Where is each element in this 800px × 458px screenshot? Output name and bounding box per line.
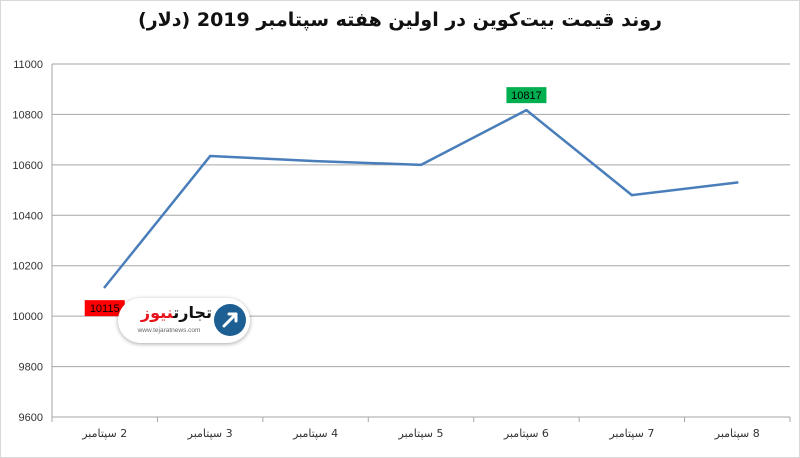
- data-point: [208, 154, 212, 158]
- y-tick-label: 10600: [12, 160, 43, 172]
- y-tick-label: 10800: [12, 109, 43, 121]
- x-tick-label: 7 سپتامبر: [608, 427, 654, 440]
- data-point: [314, 159, 317, 163]
- data-point: [419, 163, 423, 167]
- watermark-name-part1: تجارت: [173, 303, 212, 322]
- y-tick-label: 10400: [12, 210, 43, 222]
- watermark-name: تجارتنیوز: [124, 303, 212, 322]
- y-tick-label: 11000: [13, 59, 43, 71]
- data-label: 10817: [511, 90, 542, 102]
- x-tick-label: 6 سپتامبر: [503, 427, 549, 440]
- y-tick-label: 9800: [19, 362, 43, 374]
- data-label: 10115: [90, 303, 120, 315]
- data-point: [736, 181, 739, 184]
- x-tick-label: 8 سپتامبر: [714, 427, 760, 440]
- data-label-box: [84, 300, 125, 317]
- series-line: [103, 108, 739, 289]
- x-tick-label: 4 سپتامبر: [292, 427, 338, 440]
- y-tick-label: 10000: [12, 311, 43, 323]
- x-tick-label: 2 سپتامبر: [81, 427, 127, 440]
- x-tick-label: 3 سپتامبر: [187, 427, 233, 440]
- data-point: [525, 108, 528, 112]
- watermark-logo: تجارتنیوز www.tejaratnews.com: [118, 298, 250, 343]
- data-point: [103, 285, 106, 289]
- chart-title: روند قیمت بیت‌کوین در اولین هفته سپتامبر…: [138, 9, 662, 31]
- y-tick-label: 9600: [19, 412, 43, 424]
- watermark-name-part2: نیوز: [140, 303, 174, 322]
- x-tick-label: 5 سپتامبر: [398, 427, 444, 440]
- logo-arrow-icon: [214, 304, 246, 336]
- y-tick-label: 10200: [12, 261, 43, 273]
- data-point: [630, 193, 634, 197]
- watermark-url: www.tejaratnews.com: [137, 327, 201, 334]
- data-label-box: [506, 87, 547, 104]
